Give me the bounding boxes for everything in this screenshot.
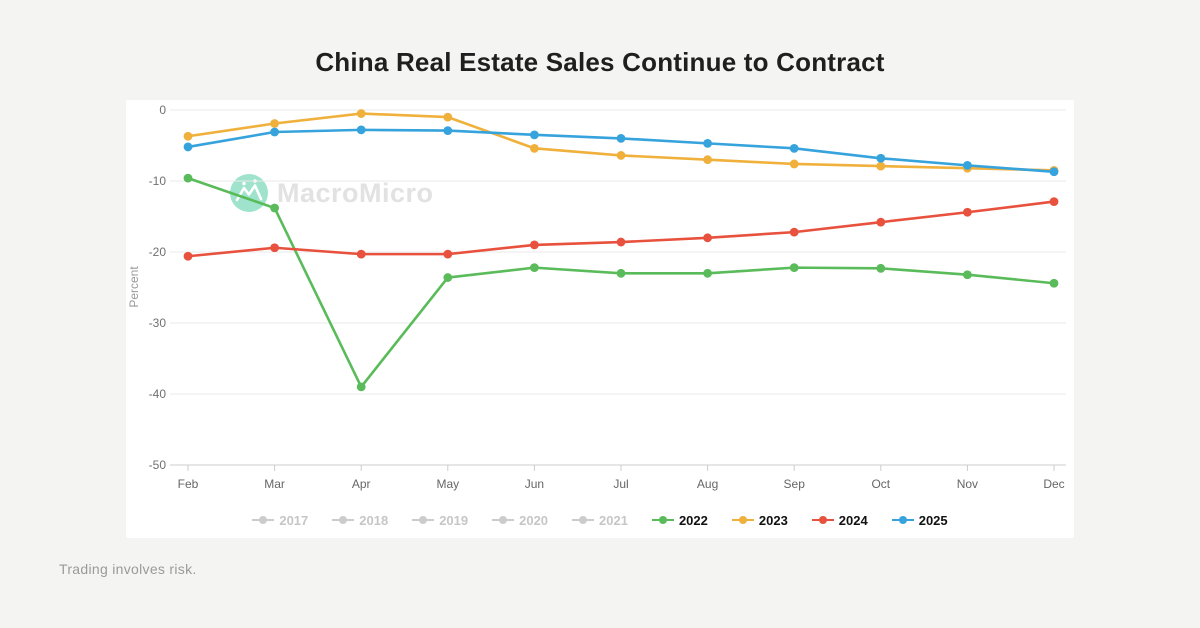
data-point-2025-Apr[interactable]	[356, 125, 366, 135]
x-tick-label: Aug	[697, 477, 718, 491]
data-point-2024-Mar[interactable]	[270, 243, 279, 253]
y-tick-label: -20	[149, 245, 167, 259]
y-tick-label: 0	[159, 103, 166, 117]
data-point-2022-Aug[interactable]	[703, 268, 712, 278]
y-tick-label: -40	[149, 387, 167, 401]
data-point-2024-Jul[interactable]	[616, 237, 626, 247]
chart-card: MacroMicro 0 -10 -20 -30 -40 -50 Feb Mar Apr May J…	[126, 100, 1074, 538]
legend-item-2021[interactable]: 2021	[572, 513, 628, 528]
data-point-2025-Feb[interactable]	[183, 142, 193, 152]
data-point-2025-Mar[interactable]	[270, 127, 279, 137]
legend-item-2024[interactable]: 2024	[811, 512, 868, 528]
x-tick-label: Sep	[784, 477, 806, 491]
legend-label: 2020	[519, 512, 549, 528]
data-point-2022-Nov[interactable]	[963, 270, 972, 280]
x-tick-label: Jul	[613, 477, 628, 491]
disclaimer-text: Trading involves risk.	[59, 561, 197, 577]
legend-label: 2023	[758, 512, 788, 528]
data-point-2022-Mar[interactable]	[270, 203, 279, 213]
data-point-2022-Oct[interactable]	[876, 263, 886, 273]
y-tick-label: -30	[149, 316, 167, 330]
data-point-2024-Aug[interactable]	[703, 233, 712, 243]
x-tick-label: Dec	[1043, 477, 1064, 491]
x-tick-label: Apr	[352, 477, 371, 491]
legend-label: 2017	[279, 512, 309, 528]
x-tick-label: May	[436, 477, 459, 491]
legend-item-2023[interactable]: 2023	[731, 512, 788, 528]
line-chart[interactable]: 0 -10 -20 -30 -40 -50 Feb Mar Apr May Jun Jul Aug Sep…	[126, 100, 1074, 500]
legend-label: 2025	[918, 512, 948, 528]
data-point-2023-Aug[interactable]	[703, 155, 712, 165]
x-tick-label: Oct	[871, 477, 890, 491]
data-point-2025-Jul[interactable]	[616, 134, 626, 143]
legend-label: 2021	[599, 512, 628, 528]
data-point-2025-Sep[interactable]	[789, 143, 799, 153]
legend-item-2018[interactable]: 2018	[332, 513, 388, 528]
legend-marker-icon	[811, 516, 834, 524]
data-point-2025-Dec[interactable]	[1049, 167, 1059, 177]
legend-label: 2018	[359, 512, 389, 528]
data-point-2023-Feb[interactable]	[183, 131, 193, 141]
data-point-2023-Oct[interactable]	[876, 161, 886, 171]
data-point-2022-Jun[interactable]	[530, 263, 539, 273]
data-point-2023-Jun[interactable]	[530, 143, 539, 153]
legend-marker-icon	[651, 516, 674, 524]
legend-item-2022[interactable]: 2022	[651, 512, 708, 528]
legend-marker-icon	[731, 516, 754, 524]
x-tick-label: Mar	[264, 477, 285, 491]
data-point-2025-Nov[interactable]	[963, 160, 972, 170]
data-point-2024-Apr[interactable]	[356, 249, 366, 259]
legend-marker-icon	[492, 516, 515, 524]
data-point-2022-Sep[interactable]	[789, 263, 799, 273]
data-point-2024-Dec[interactable]	[1049, 197, 1059, 206]
data-point-2024-Feb[interactable]	[183, 251, 193, 261]
legend-marker-icon	[252, 516, 275, 524]
data-point-2022-Jul[interactable]	[616, 268, 626, 278]
x-tick-label: Feb	[178, 477, 199, 491]
data-point-2023-Mar[interactable]	[270, 119, 279, 128]
data-point-2025-May[interactable]	[443, 126, 453, 135]
legend-marker-icon	[572, 516, 595, 524]
data-point-2023-Apr[interactable]	[356, 109, 366, 118]
y-axis-title: Percent	[127, 266, 141, 308]
data-point-2024-Sep[interactable]	[789, 227, 799, 237]
data-point-2025-Jun[interactable]	[530, 130, 539, 140]
data-point-2022-Apr[interactable]	[356, 382, 366, 392]
data-point-2024-May[interactable]	[443, 249, 453, 259]
data-point-2023-May[interactable]	[443, 112, 453, 122]
y-tick-label: -10	[149, 174, 167, 188]
data-point-2023-Jul[interactable]	[616, 151, 626, 160]
chart-legend: 2017 2018 2019 2020 2021 2022 2023 2024 2025	[126, 507, 1074, 533]
y-tick-label: -50	[149, 458, 167, 472]
legend-label: 2022	[678, 512, 708, 528]
series-line-2024	[186, 200, 1056, 258]
legend-item-2017[interactable]: 2017	[252, 513, 308, 528]
legend-marker-icon	[412, 516, 435, 524]
data-point-2024-Jun[interactable]	[530, 240, 539, 250]
legend-item-2020[interactable]: 2020	[492, 513, 548, 528]
data-point-2025-Oct[interactable]	[876, 153, 886, 163]
legend-marker-icon	[891, 516, 914, 524]
plot-area: MacroMicro 0 -10 -20 -30 -40 -50 Feb Mar Apr May J…	[126, 100, 1074, 500]
series-line-2022	[186, 176, 1056, 389]
legend-label: 2024	[838, 512, 868, 528]
data-point-2022-May[interactable]	[443, 273, 453, 282]
legend-item-2019[interactable]: 2019	[412, 513, 468, 528]
x-tick-label: Nov	[957, 477, 978, 491]
data-point-2022-Feb[interactable]	[183, 173, 193, 183]
legend-item-2025[interactable]: 2025	[891, 512, 948, 528]
x-tick-label: Jun	[525, 477, 544, 491]
data-point-2022-Dec[interactable]	[1049, 278, 1059, 288]
legend-marker-icon	[332, 516, 355, 524]
data-point-2025-Aug[interactable]	[703, 138, 712, 148]
page-title: China Real Estate Sales Continue to Cont…	[315, 47, 885, 77]
data-point-2024-Nov[interactable]	[963, 207, 972, 217]
data-point-2023-Sep[interactable]	[789, 159, 799, 169]
legend-label: 2019	[439, 512, 469, 528]
data-point-2024-Oct[interactable]	[876, 217, 886, 227]
